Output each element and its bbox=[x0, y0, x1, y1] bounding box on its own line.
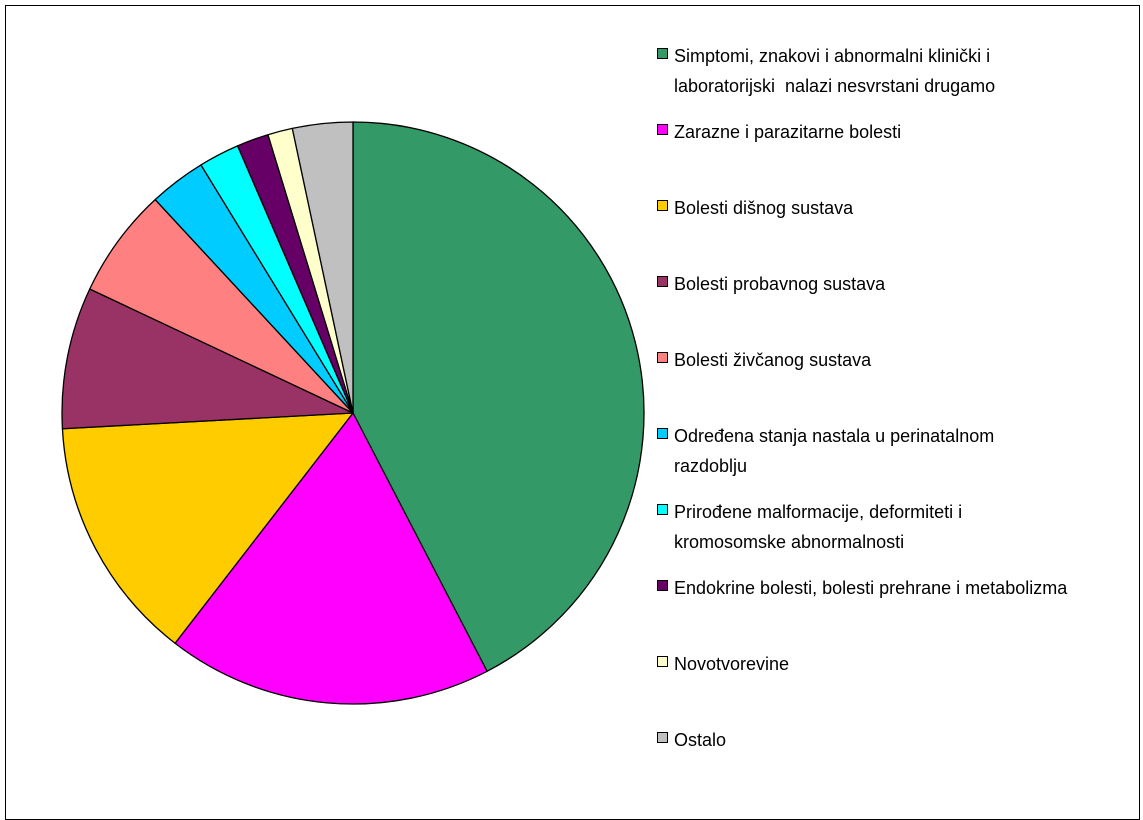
legend-swatch-5 bbox=[657, 352, 668, 363]
legend-swatch-9 bbox=[657, 656, 668, 667]
legend-swatch-8 bbox=[657, 580, 668, 591]
pie-slice-2 bbox=[174, 412, 488, 705]
legend-swatch-7 bbox=[657, 504, 668, 515]
legend-label-10: Ostalo bbox=[674, 730, 727, 750]
pie-chart bbox=[61, 121, 645, 705]
legend-label-5: Bolesti živčanog sustava bbox=[674, 350, 872, 370]
legend-swatch-10 bbox=[657, 732, 668, 743]
legend-swatch-2 bbox=[657, 124, 668, 135]
legend-swatch-4 bbox=[657, 276, 668, 287]
legend-label-8: Endokrine bolesti, bolesti prehrane i me… bbox=[674, 578, 1068, 598]
legend-swatch-3 bbox=[657, 200, 668, 211]
pie-slice-10 bbox=[291, 121, 354, 414]
legend-swatch-1 bbox=[657, 48, 668, 59]
chart-frame: Simptomi, znakovi i abnormalni klinički … bbox=[5, 5, 1140, 820]
legend-swatch-6 bbox=[657, 428, 668, 439]
pie-slice-4 bbox=[61, 288, 354, 430]
legend-label-9: Novotvorevine bbox=[674, 654, 790, 674]
pie-slice-1 bbox=[352, 121, 645, 672]
legend-label-3: Bolesti dišnog sustava bbox=[674, 198, 854, 218]
legend-label-1: Simptomi, znakovi i abnormalni klinički … bbox=[674, 46, 996, 96]
legend-label-4: Bolesti probavnog sustava bbox=[674, 274, 886, 294]
legend-label-7: Prirođene malformacije, deformiteti i kr… bbox=[674, 502, 963, 552]
pie-slice-3 bbox=[61, 412, 354, 644]
legend-label-2: Zarazne i parazitarne bolesti bbox=[674, 122, 902, 142]
legend-label-6: Određena stanja nastala u perinatalnom r… bbox=[674, 426, 995, 476]
